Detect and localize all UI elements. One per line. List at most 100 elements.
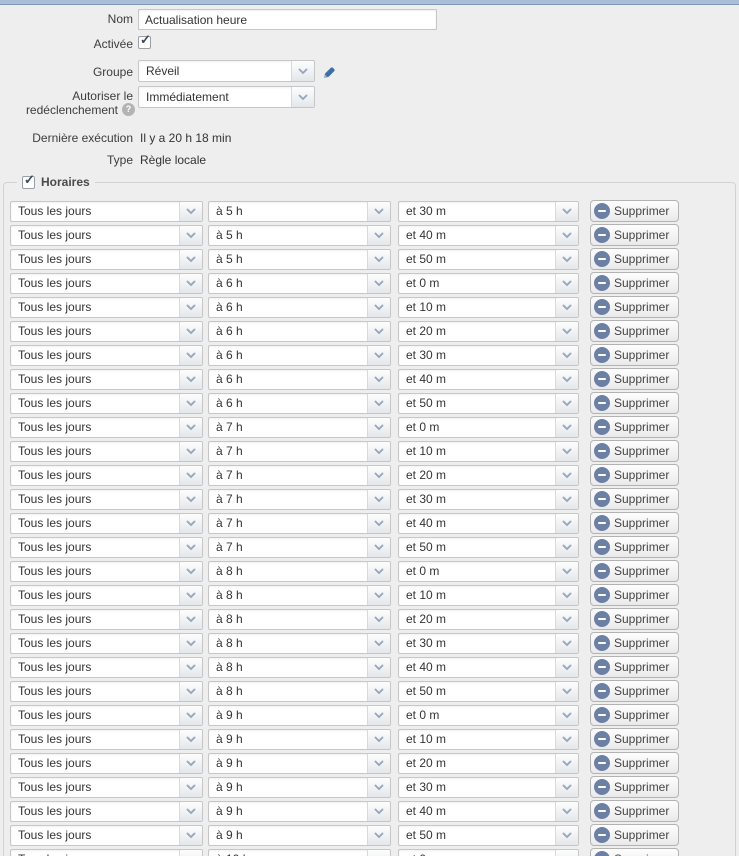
delete-schedule-button[interactable]: Supprimer (590, 584, 680, 606)
delete-schedule-button[interactable]: Supprimer (590, 608, 680, 630)
day-select[interactable]: Tous les jours (10, 585, 203, 606)
minute-select[interactable]: et 40 m (398, 513, 579, 534)
hour-select[interactable]: à 6 h (208, 393, 391, 414)
hour-select[interactable]: à 8 h (208, 585, 391, 606)
delete-schedule-button[interactable]: Supprimer (590, 800, 680, 822)
day-select[interactable]: Tous les jours (10, 849, 203, 856)
delete-schedule-button[interactable]: Supprimer (590, 680, 680, 702)
minute-select[interactable]: et 0 m (398, 417, 579, 438)
hour-select[interactable]: à 9 h (208, 777, 391, 798)
delete-schedule-button[interactable]: Supprimer (590, 320, 680, 342)
minute-select[interactable]: et 30 m (398, 777, 579, 798)
delete-schedule-button[interactable]: Supprimer (590, 560, 680, 582)
delete-schedule-button[interactable]: Supprimer (590, 200, 680, 222)
delete-schedule-button[interactable]: Supprimer (590, 512, 680, 534)
minute-select[interactable]: et 30 m (398, 633, 579, 654)
hour-select[interactable]: à 9 h (208, 729, 391, 750)
delete-schedule-button[interactable]: Supprimer (590, 248, 680, 270)
day-select[interactable]: Tous les jours (10, 393, 203, 414)
name-input[interactable] (138, 9, 437, 30)
day-select[interactable]: Tous les jours (10, 321, 203, 342)
minute-select[interactable]: et 20 m (398, 465, 579, 486)
delete-schedule-button[interactable]: Supprimer (590, 464, 680, 486)
hour-select[interactable]: à 5 h (208, 249, 391, 270)
delete-schedule-button[interactable]: Supprimer (590, 368, 680, 390)
minute-select[interactable]: et 10 m (398, 441, 579, 462)
minute-select[interactable]: et 40 m (398, 657, 579, 678)
day-select[interactable]: Tous les jours (10, 489, 203, 510)
delete-schedule-button[interactable]: Supprimer (590, 272, 680, 294)
delete-schedule-button[interactable]: Supprimer (590, 344, 680, 366)
delete-schedule-button[interactable]: Supprimer (590, 824, 680, 846)
minute-select[interactable]: et 40 m (398, 369, 579, 390)
day-select[interactable]: Tous les jours (10, 777, 203, 798)
day-select[interactable]: Tous les jours (10, 609, 203, 630)
minute-select[interactable]: et 10 m (398, 297, 579, 318)
hour-select[interactable]: à 9 h (208, 825, 391, 846)
group-select[interactable]: Réveil (138, 60, 315, 82)
delete-schedule-button[interactable]: Supprimer (590, 704, 680, 726)
minute-select[interactable]: et 30 m (398, 489, 579, 510)
hour-select[interactable]: à 8 h (208, 633, 391, 654)
day-select[interactable]: Tous les jours (10, 753, 203, 774)
day-select[interactable]: Tous les jours (10, 513, 203, 534)
hour-select[interactable]: à 9 h (208, 705, 391, 726)
delete-schedule-button[interactable]: Supprimer (590, 296, 680, 318)
minute-select[interactable]: et 50 m (398, 393, 579, 414)
delete-schedule-button[interactable]: Supprimer (590, 656, 680, 678)
minute-select[interactable]: et 20 m (398, 609, 579, 630)
hour-select[interactable]: à 6 h (208, 369, 391, 390)
hour-select[interactable]: à 8 h (208, 681, 391, 702)
hour-select[interactable]: à 6 h (208, 273, 391, 294)
day-select[interactable]: Tous les jours (10, 249, 203, 270)
day-select[interactable]: Tous les jours (10, 345, 203, 366)
minute-select[interactable]: et 30 m (398, 345, 579, 366)
day-select[interactable]: Tous les jours (10, 465, 203, 486)
minute-select[interactable]: et 40 m (398, 225, 579, 246)
hour-select[interactable]: à 6 h (208, 345, 391, 366)
hour-select[interactable]: à 7 h (208, 465, 391, 486)
day-select[interactable]: Tous les jours (10, 201, 203, 222)
hour-select[interactable]: à 6 h (208, 297, 391, 318)
delete-schedule-button[interactable]: Supprimer (590, 440, 680, 462)
hour-select[interactable]: à 8 h (208, 561, 391, 582)
edit-pencil-icon[interactable] (321, 61, 341, 81)
minute-select[interactable]: et 50 m (398, 825, 579, 846)
day-select[interactable]: Tous les jours (10, 825, 203, 846)
hour-select[interactable]: à 8 h (208, 657, 391, 678)
hour-select[interactable]: à 7 h (208, 513, 391, 534)
day-select[interactable]: Tous les jours (10, 417, 203, 438)
day-select[interactable]: Tous les jours (10, 729, 203, 750)
schedules-checkbox[interactable]: ✓ (22, 173, 35, 189)
delete-schedule-button[interactable]: Supprimer (590, 632, 680, 654)
hour-select[interactable]: à 9 h (208, 753, 391, 774)
day-select[interactable]: Tous les jours (10, 537, 203, 558)
minute-select[interactable]: et 10 m (398, 585, 579, 606)
hour-select[interactable]: à 5 h (208, 225, 391, 246)
delete-schedule-button[interactable]: Supprimer (590, 728, 680, 750)
delete-schedule-button[interactable]: Supprimer (590, 392, 680, 414)
minute-select[interactable]: et 0 m (398, 849, 579, 856)
delete-schedule-button[interactable]: Supprimer (590, 224, 680, 246)
day-select[interactable]: Tous les jours (10, 225, 203, 246)
day-select[interactable]: Tous les jours (10, 657, 203, 678)
minute-select[interactable]: et 20 m (398, 753, 579, 774)
hour-select[interactable]: à 7 h (208, 489, 391, 510)
delete-schedule-button[interactable]: Supprimer (590, 536, 680, 558)
hour-select[interactable]: à 8 h (208, 609, 391, 630)
day-select[interactable]: Tous les jours (10, 705, 203, 726)
hour-select[interactable]: à 7 h (208, 441, 391, 462)
hour-select[interactable]: à 7 h (208, 417, 391, 438)
hour-select[interactable]: à 10 h (208, 849, 391, 856)
delete-schedule-button[interactable]: Supprimer (590, 848, 680, 856)
minute-select[interactable]: et 0 m (398, 273, 579, 294)
minute-select[interactable]: et 50 m (398, 681, 579, 702)
day-select[interactable]: Tous les jours (10, 801, 203, 822)
day-select[interactable]: Tous les jours (10, 633, 203, 654)
hour-select[interactable]: à 9 h (208, 801, 391, 822)
delete-schedule-button[interactable]: Supprimer (590, 488, 680, 510)
delete-schedule-button[interactable]: Supprimer (590, 752, 680, 774)
minute-select[interactable]: et 0 m (398, 561, 579, 582)
enabled-checkbox[interactable]: ✓ (138, 33, 151, 49)
day-select[interactable]: Tous les jours (10, 441, 203, 462)
